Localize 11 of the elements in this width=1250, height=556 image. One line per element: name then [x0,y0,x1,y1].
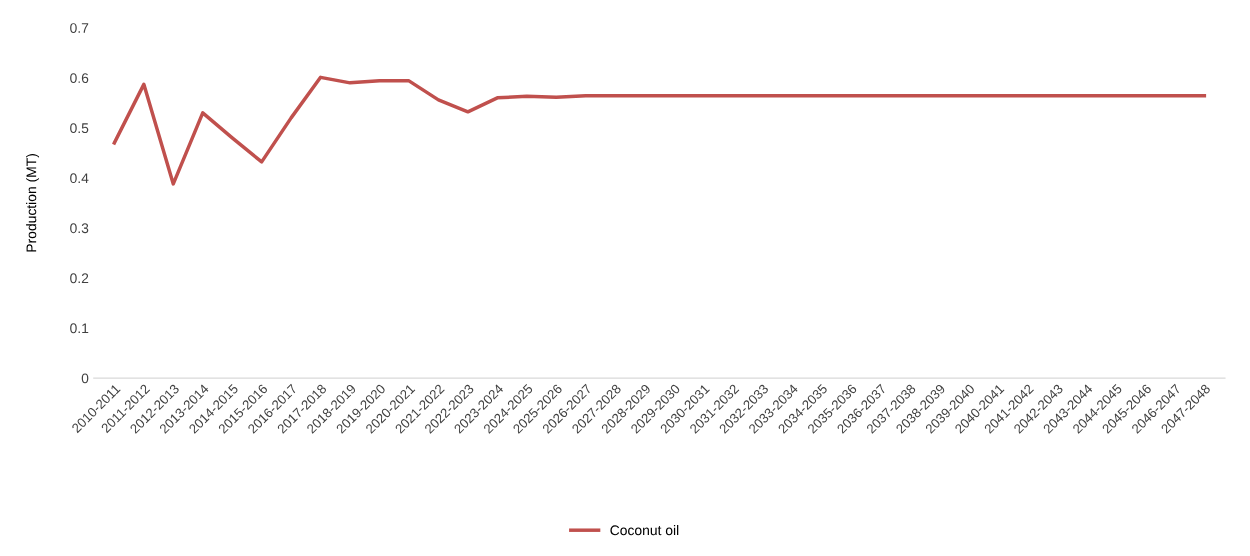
legend-label: Coconut oil [610,524,679,536]
y-tick-label: 0 [81,373,89,384]
y-axis-title: Production (MT) [26,154,40,252]
y-tick-label: 0.5 [70,123,89,134]
y-tick-label: 0.7 [70,23,89,33]
y-tick-label: 0.2 [70,273,89,284]
y-tick-label: 0.4 [70,173,89,184]
line-series [112,75,1207,186]
y-tick-label: 0.3 [70,223,89,234]
y-tick-label: 0.6 [70,73,89,84]
y-tick-label: 0.1 [70,323,89,334]
